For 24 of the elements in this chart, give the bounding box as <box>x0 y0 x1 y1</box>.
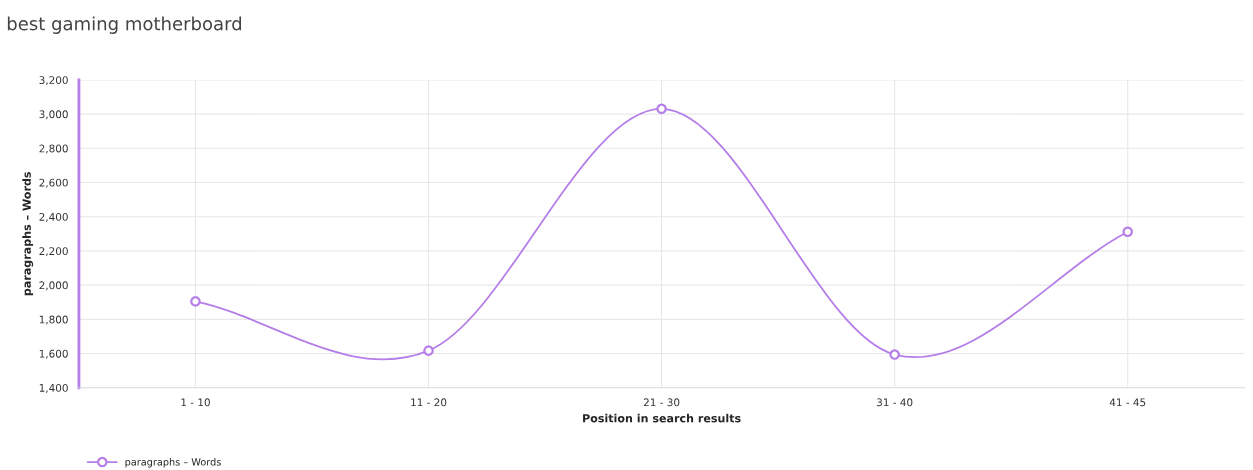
legend-label: paragraphs – Words <box>125 458 221 468</box>
y-tick-label: 1,800 <box>39 315 68 325</box>
x-tick-label: 11 - 20 <box>411 398 447 407</box>
chart-title: best gaming motherboard <box>7 16 242 34</box>
point <box>656 103 667 115</box>
x-tick-label: 31 - 40 <box>876 398 913 407</box>
y-tick-label: 2,200 <box>39 247 68 257</box>
point <box>889 349 900 360</box>
point <box>1122 226 1133 238</box>
y-tick-label: 3,200 <box>39 76 68 86</box>
x-tick-label: 21 - 30 <box>643 398 680 407</box>
y-tick-label: 2,400 <box>39 212 68 222</box>
x-tick-label: 1 - 10 <box>181 398 210 407</box>
y-tick-label: 2,800 <box>39 144 68 154</box>
point <box>423 345 434 356</box>
x-tick-label: 41 - 45 <box>1109 398 1146 407</box>
point <box>190 296 201 307</box>
y-tick-label: 1,400 <box>39 383 68 393</box>
y-tick-label: 2,600 <box>39 178 68 188</box>
y-tick-label: 2,000 <box>39 281 68 291</box>
y-axis-title: paragraphs – Words <box>22 172 34 296</box>
y-tick-label: 3,000 <box>39 110 68 120</box>
x-axis-title: Position in search results <box>583 413 741 423</box>
y-tick-label: 1,600 <box>39 349 68 359</box>
